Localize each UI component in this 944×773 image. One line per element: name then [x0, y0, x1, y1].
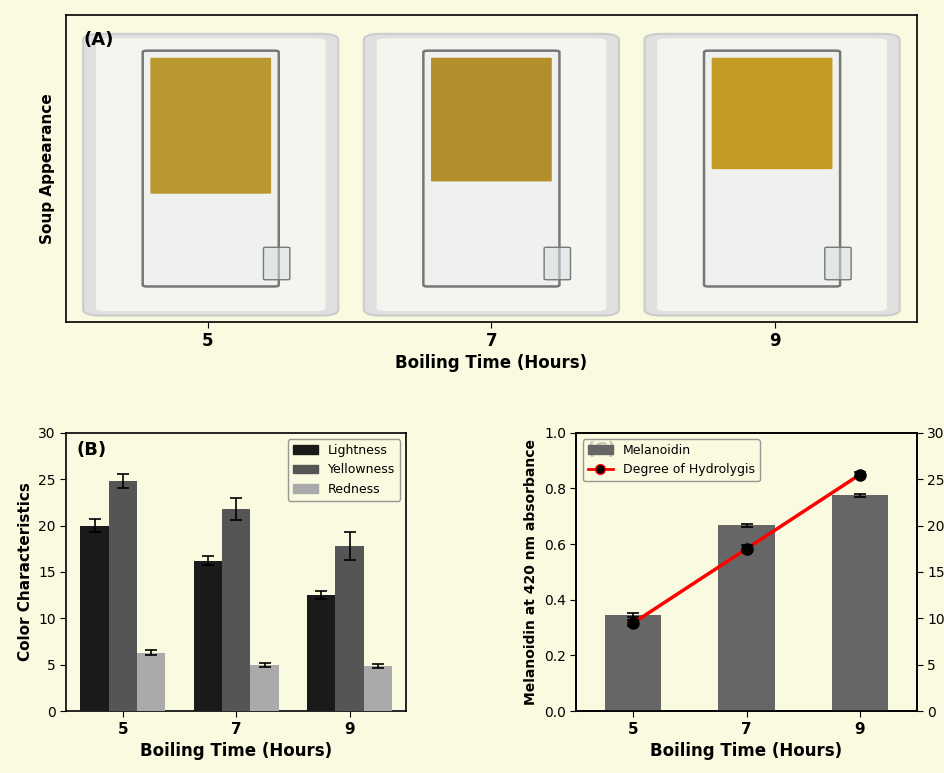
X-axis label: Boiling Time (Hours): Boiling Time (Hours) — [649, 742, 842, 760]
FancyBboxPatch shape — [263, 247, 290, 280]
Y-axis label: Soup Appearance: Soup Appearance — [40, 94, 55, 244]
FancyBboxPatch shape — [703, 51, 839, 287]
FancyBboxPatch shape — [644, 34, 899, 315]
Bar — [137, 652, 165, 711]
FancyBboxPatch shape — [96, 39, 325, 311]
Bar — [717, 525, 774, 711]
X-axis label: Boiling Time (Hours): Boiling Time (Hours) — [395, 354, 587, 373]
FancyBboxPatch shape — [824, 247, 851, 280]
FancyBboxPatch shape — [376, 39, 605, 311]
X-axis label: Boiling Time (Hours): Boiling Time (Hours) — [140, 742, 332, 760]
FancyBboxPatch shape — [711, 58, 832, 169]
FancyBboxPatch shape — [544, 247, 570, 280]
FancyBboxPatch shape — [150, 58, 271, 194]
Bar — [335, 546, 363, 711]
Legend: Lightness, Yellowness, Redness: Lightness, Yellowness, Redness — [288, 439, 399, 501]
Y-axis label: Melanoidin at 420 nm absorbance: Melanoidin at 420 nm absorbance — [524, 439, 538, 705]
Text: (C): (C) — [586, 441, 615, 459]
Bar — [194, 561, 222, 711]
FancyBboxPatch shape — [83, 34, 338, 315]
FancyBboxPatch shape — [423, 51, 559, 287]
Bar — [80, 526, 109, 711]
Text: (B): (B) — [76, 441, 107, 459]
Bar — [222, 509, 250, 711]
FancyBboxPatch shape — [430, 58, 551, 182]
Bar — [307, 595, 335, 711]
Text: (A): (A) — [83, 31, 113, 49]
Bar — [363, 666, 392, 711]
Legend: Melanoidin, Degree of Hydrolygis: Melanoidin, Degree of Hydrolygis — [582, 439, 759, 482]
Bar — [604, 615, 661, 711]
FancyBboxPatch shape — [363, 34, 618, 315]
Y-axis label: Color Characteristics: Color Characteristics — [18, 482, 32, 662]
FancyBboxPatch shape — [143, 51, 278, 287]
Bar — [250, 665, 278, 711]
Bar — [831, 495, 887, 711]
FancyBboxPatch shape — [656, 39, 885, 311]
Bar — [109, 481, 137, 711]
